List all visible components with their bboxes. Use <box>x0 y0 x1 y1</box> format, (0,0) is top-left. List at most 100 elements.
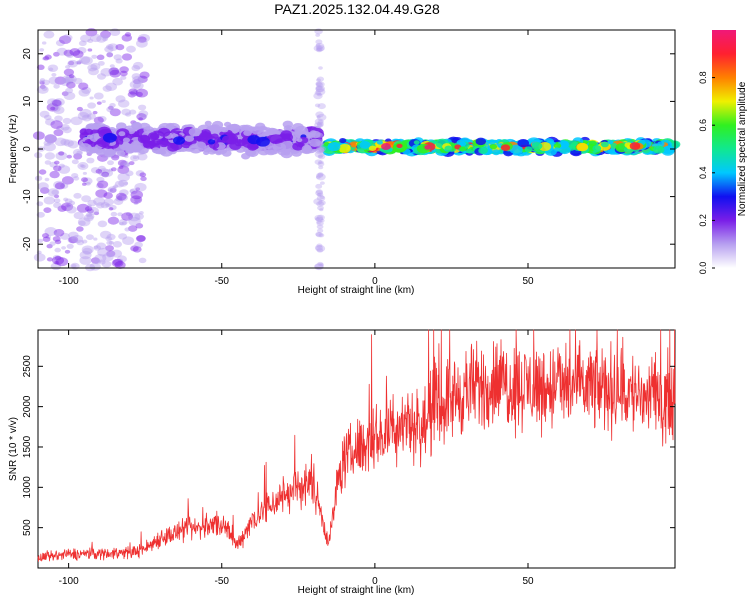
spectral-blob <box>49 106 54 110</box>
spectral-blob <box>91 146 98 151</box>
spectral-blob <box>115 196 123 202</box>
colorbar-tick-label: 0.8 <box>698 71 708 84</box>
spectral-blob <box>207 139 216 145</box>
spectral-blob <box>318 160 324 165</box>
spectral-blob <box>76 150 83 155</box>
spectral-blob <box>316 220 322 225</box>
spectral-blob <box>103 192 113 199</box>
spectral-blob <box>112 258 123 266</box>
spectral-blob <box>37 238 44 243</box>
spectral-blob <box>368 145 377 151</box>
spectral-blob <box>531 142 543 150</box>
spectral-blob <box>93 211 100 216</box>
spectral-blob <box>48 67 54 72</box>
spectral-blob <box>314 28 323 35</box>
spectral-blob <box>79 108 92 118</box>
spectral-blob <box>317 153 326 160</box>
spectral-blob <box>318 154 323 159</box>
y-tick-label: 1500 <box>22 435 33 458</box>
spectral-blob <box>256 136 270 147</box>
spectral-blob <box>316 78 321 82</box>
x-tick-label: 0 <box>372 276 378 287</box>
spectral-blob <box>301 144 312 153</box>
spectral-blob <box>48 76 60 85</box>
spectral-blob <box>127 91 137 98</box>
spectral-blob <box>132 246 142 253</box>
spectral-blob <box>44 177 50 182</box>
spectral-blob <box>313 45 323 52</box>
spectral-blob <box>318 233 325 238</box>
spectral-blob <box>338 143 351 153</box>
spectral-blob <box>315 189 323 195</box>
spectral-blob <box>96 35 107 43</box>
spectral-blob <box>61 91 69 97</box>
colorbar: 0.0 0.2 0.4 0.6 0.8 Normalized spectral ampl… <box>698 30 748 274</box>
spectral-blob <box>308 138 321 148</box>
spectral-blob <box>93 259 101 265</box>
spectral-blob <box>553 147 561 152</box>
spectral-blob <box>315 81 325 88</box>
spectral-blob <box>314 214 324 222</box>
spectral-blob <box>316 243 323 248</box>
spectral-blob <box>42 57 47 61</box>
spectral-blob <box>53 105 65 115</box>
spectral-blob <box>93 245 99 249</box>
spectral-blob <box>138 33 150 43</box>
spectrogram-y-label: Frequency (Hz) <box>8 115 19 184</box>
spectral-blob <box>296 138 303 143</box>
spectral-blob <box>64 74 77 84</box>
spectral-blob <box>315 175 321 179</box>
spectral-blob <box>126 45 136 53</box>
spectral-blob <box>53 51 60 57</box>
spectral-blob <box>318 146 326 152</box>
spectral-blob <box>314 118 324 125</box>
spectral-blob <box>97 153 108 162</box>
spectral-blob <box>319 195 325 200</box>
spectral-blob <box>61 176 74 185</box>
spectral-blob <box>96 242 107 250</box>
spectral-blob <box>314 217 320 221</box>
spectral-blob <box>315 190 324 196</box>
spectral-blob <box>109 69 121 78</box>
spectral-blob <box>77 111 90 121</box>
spectral-blob <box>117 258 124 263</box>
spectral-blob <box>327 142 341 152</box>
spectral-blob <box>112 77 124 86</box>
spectral-blob <box>76 226 84 232</box>
spectral-blob <box>36 85 49 94</box>
spectral-blob <box>45 235 52 239</box>
spectral-blob <box>78 220 86 226</box>
spectral-blob <box>69 48 81 56</box>
spectral-blob <box>39 187 50 194</box>
spectral-blob <box>76 59 83 65</box>
y-tick-label: 500 <box>22 519 33 536</box>
spectral-blob <box>319 146 325 150</box>
spectral-blob <box>102 173 109 178</box>
spectral-blob <box>108 67 120 75</box>
spectral-blob <box>52 254 61 261</box>
spectral-blob <box>137 104 147 111</box>
spectral-blob <box>184 135 195 142</box>
spectral-blob <box>138 257 147 264</box>
spectral-blob <box>95 189 108 198</box>
spectral-blob <box>61 246 67 250</box>
spectral-blob <box>48 136 54 141</box>
spectral-blob <box>76 203 90 213</box>
spectral-blob <box>53 198 61 204</box>
spectral-blob <box>85 212 93 217</box>
spectral-blob <box>316 247 324 253</box>
spectral-blob <box>49 161 58 168</box>
spectral-blob <box>44 227 58 236</box>
spectral-blob <box>86 134 93 139</box>
y-tick-label: 2500 <box>22 355 33 378</box>
spectral-blob <box>113 198 124 206</box>
spectral-blob <box>313 92 323 100</box>
spectral-blob <box>113 54 123 61</box>
spectral-blob <box>54 260 59 265</box>
spectral-blob <box>315 81 322 87</box>
spectral-blob <box>115 95 126 103</box>
spectral-blob <box>95 169 103 174</box>
spectral-blob <box>118 219 128 226</box>
spectral-blob <box>130 190 144 200</box>
